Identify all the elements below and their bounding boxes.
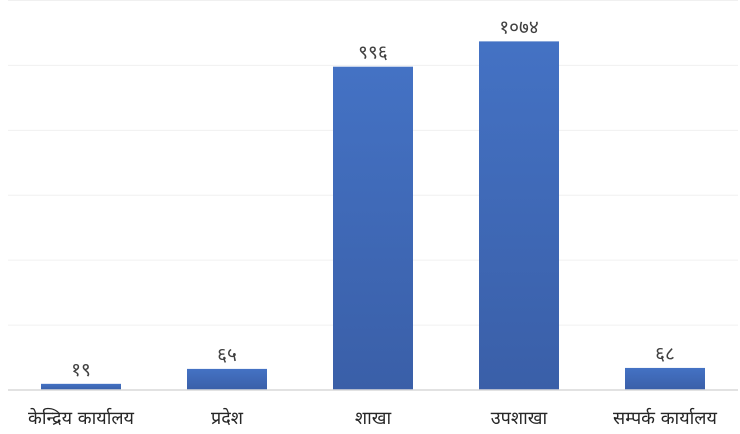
bar [333, 66, 413, 391]
bar [625, 367, 705, 390]
category-label: उपशाखा [491, 408, 548, 429]
bar [41, 383, 121, 390]
category-label: सम्पर्क कार्यालय [613, 407, 717, 429]
data-label: ६८ [655, 343, 675, 365]
bars [41, 41, 705, 391]
data-labels: १९ ६५ ९९६ १०७४ ६८ [71, 16, 675, 380]
data-label: ९९६ [358, 42, 388, 64]
bar [187, 368, 267, 390]
category-label: केन्द्रिय कार्यालय [28, 407, 135, 429]
category-labels: केन्द्रिय कार्यालय प्रदेश शाखा उपशाखा सम्पर्… [28, 407, 718, 429]
data-label: १०७४ [499, 16, 539, 38]
data-label: १९ [71, 359, 91, 381]
data-label: ६५ [217, 344, 237, 366]
bar [479, 41, 559, 390]
category-label: शाखा [355, 408, 392, 429]
category-label: प्रदेश [211, 407, 244, 429]
